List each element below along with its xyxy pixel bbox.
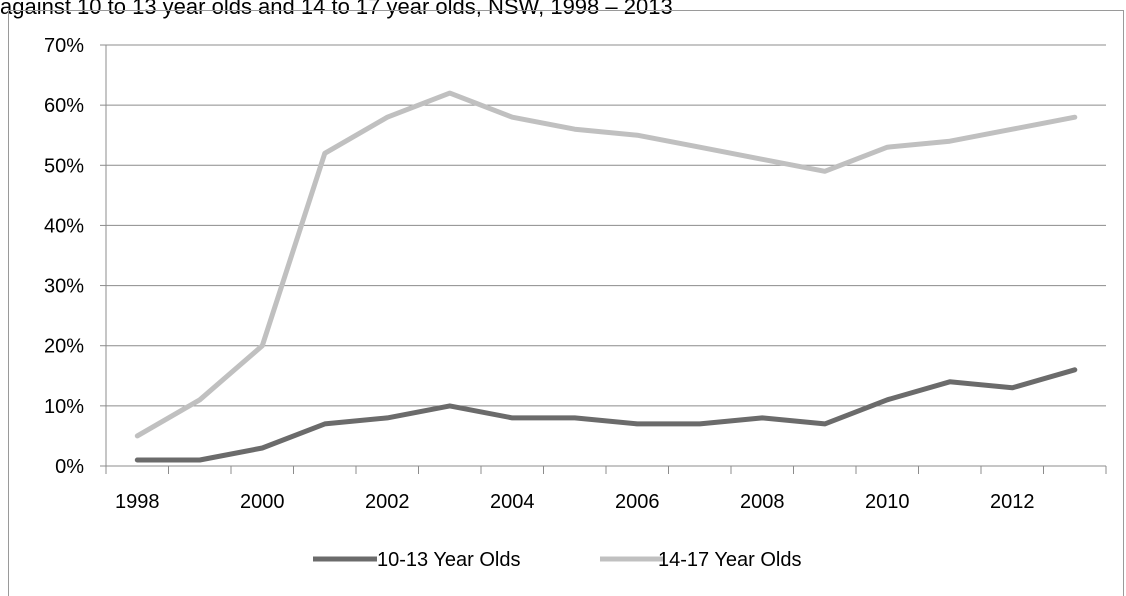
y-tick-label: 70% [44,35,84,57]
x-tick-label: 2012 [990,491,1035,513]
legend: 10-13 Year Olds 14-17 Year Olds [313,549,801,571]
x-tick-label: 2008 [740,491,785,513]
gridlines [106,44,1106,407]
chart-frame [8,10,1124,596]
y-tick-label: 10% [44,396,84,418]
x-tick-label: 2000 [240,491,285,513]
x-tick-label: 2006 [615,491,660,513]
y-tick-label: 20% [44,336,84,358]
x-tick-label: 2002 [365,491,410,513]
series-lines [134,90,1078,463]
x-tick-label: 2010 [865,491,910,513]
y-tick-label: 50% [44,155,84,177]
legend-label: 10-13 Year Olds [377,549,520,571]
legend-label: 14-17 Year Olds [658,549,801,571]
axes: 0% 10% 20% 30% 40% 50% 60% 70% 1998 2000 2002 2004 2… [44,35,1107,513]
x-tick-label: 1998 [115,491,160,513]
x-tick-label: 2004 [490,491,535,513]
y-tick-label: 0% [55,456,84,478]
series-line-2 [134,90,1078,439]
y-tick-label: 40% [44,215,84,237]
y-tick-label: 60% [44,95,84,117]
y-tick-label: 30% [44,276,84,298]
series-line-1 [134,367,1078,463]
chart-title: against 10 to 13 year olds and 14 to 17 … [0,0,673,19]
